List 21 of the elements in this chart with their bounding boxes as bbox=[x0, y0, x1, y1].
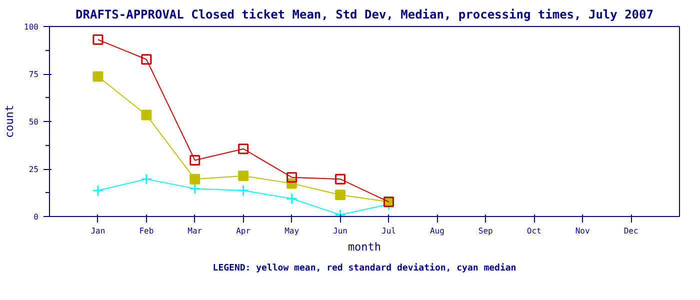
x-tick-label: Dec bbox=[624, 226, 638, 236]
chart-title: DRAFTS-APPROVAL Closed ticket Mean, Std Dev, Median, processing times, July 2007 bbox=[76, 8, 654, 22]
x-tick-label: Jun bbox=[333, 226, 348, 236]
text: LEGEND: yellow mean, red standard deviation, cyan median bbox=[212, 262, 516, 274]
x-tick-label: Mar bbox=[188, 226, 202, 236]
y-tick-label: 50 bbox=[28, 118, 39, 126]
x-tick-label: Nov bbox=[575, 226, 590, 236]
x-axis-title: month bbox=[348, 240, 382, 254]
x-tick-label: Sep bbox=[478, 226, 494, 236]
y-tick-label: 100 bbox=[24, 22, 39, 32]
x-tick-label: Feb bbox=[139, 226, 154, 236]
y-tick-label: 75 bbox=[28, 70, 39, 79]
x-tick-label: May bbox=[284, 226, 300, 236]
x-tick-label: Apr bbox=[236, 226, 251, 236]
y-tick-label: 0 bbox=[34, 212, 39, 222]
x-tick-label: Oct bbox=[526, 226, 542, 236]
x-tick-label: Jul bbox=[382, 226, 396, 236]
x-tick-label: Jan bbox=[90, 226, 106, 236]
y-tick-label: 25 bbox=[28, 165, 39, 174]
x-tick-label: Aug bbox=[430, 226, 445, 236]
y-axis-title: count bbox=[3, 104, 16, 138]
